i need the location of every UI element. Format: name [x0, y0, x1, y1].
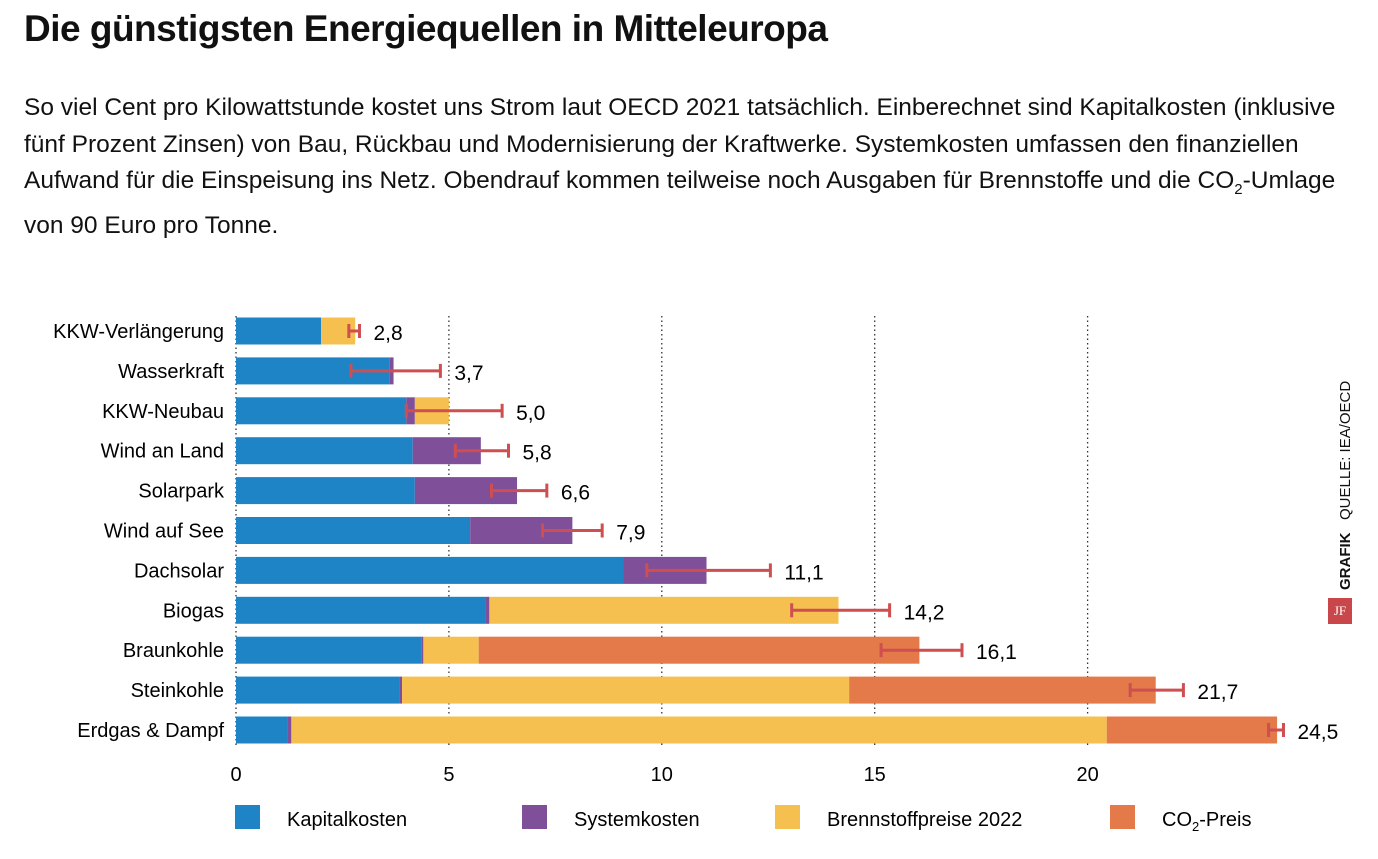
category-label: Solarpark	[138, 481, 225, 503]
x-tick-label: 5	[443, 764, 454, 786]
bar-segment-kapitalkosten	[236, 636, 422, 664]
credit-label: GRAFIK	[1337, 532, 1354, 591]
x-tick-label: 0	[230, 764, 241, 786]
bar-segment-brennstoffpreise-2022	[423, 636, 479, 664]
category-label: Wasserkraft	[118, 361, 224, 383]
legend-label: CO2-Preis	[1162, 809, 1251, 834]
data-label: 2,8	[373, 322, 402, 345]
bar-segment-brennstoffpreise-2022	[291, 716, 1107, 744]
category-label: Wind auf See	[104, 521, 224, 543]
bar-segment-kapitalkosten	[236, 397, 407, 425]
category-label: Erdgas & Dampf	[77, 720, 224, 742]
category-label: Dachsolar	[134, 560, 224, 582]
subtitle-subscript: 2	[1234, 180, 1243, 198]
jf-logo: JF	[1328, 598, 1352, 624]
data-label: 14,2	[904, 601, 945, 624]
bar-segment-systemkosten	[399, 676, 403, 704]
data-label: 24,5	[1297, 721, 1338, 744]
bar-segment-brennstoffpreise-2022	[489, 596, 839, 624]
bar-segment-kapitalkosten	[236, 676, 400, 704]
legend-label: Brennstoffpreise 2022	[827, 809, 1022, 831]
bar-segment-kapitalkosten	[236, 437, 413, 465]
category-label: Biogas	[163, 600, 224, 622]
legend-swatch	[235, 805, 260, 829]
subtitle-text: So viel Cent pro Kilowattstunde kostet u…	[24, 94, 1336, 194]
credits: QUELLE: IEA/OECD GRAFIK	[1333, 310, 1363, 640]
chart-title: Die günstigsten Energiequellen in Mittel…	[24, 8, 828, 49]
category-label: Wind an Land	[101, 441, 224, 463]
data-label: 5,8	[523, 442, 552, 465]
x-tick-label: 20	[1076, 764, 1098, 786]
bar-segment-co2-preis	[849, 676, 1156, 704]
bar-segment-co2-preis	[478, 636, 920, 664]
legend-label: Systemkosten	[574, 809, 700, 831]
data-label: 6,6	[561, 482, 590, 505]
data-label: 16,1	[976, 641, 1017, 664]
data-label: 21,7	[1197, 681, 1238, 704]
bar-segment-systemkosten	[485, 596, 490, 624]
legend-label: Kapitalkosten	[287, 809, 407, 831]
bar-segment-brennstoffpreise-2022	[402, 676, 850, 704]
data-label: 5,0	[516, 402, 545, 425]
bar-segment-systemkosten	[421, 636, 424, 664]
category-label: Steinkohle	[131, 680, 224, 702]
category-label: KKW-Neubau	[102, 401, 224, 423]
bar-segment-kapitalkosten	[236, 596, 486, 624]
bar-segment-kapitalkosten	[236, 517, 471, 544]
category-label: Braunkohle	[123, 640, 224, 662]
legend-swatch	[522, 805, 547, 829]
source-note: QUELLE: IEA/OECD	[1337, 380, 1354, 520]
bar-segment-systemkosten	[287, 716, 292, 744]
category-label: KKW-Verlängerung	[53, 321, 224, 343]
legend-swatch	[1110, 805, 1135, 829]
bar-segment-co2-preis	[1106, 716, 1278, 744]
legend-swatch	[775, 805, 800, 829]
subtitle-text-end: -Umlage von 90 Euro pro Tonne.	[24, 167, 1336, 240]
bar-segment-kapitalkosten	[236, 556, 624, 584]
data-label: 3,7	[454, 362, 483, 385]
data-label: 7,9	[616, 522, 645, 545]
x-tick-label: 10	[651, 764, 673, 786]
x-tick-label: 15	[864, 764, 886, 786]
chart-subtitle: So viel Cent pro Kilowattstunde kostet u…	[24, 90, 1364, 245]
bar-segment-kapitalkosten	[236, 716, 288, 744]
bar-segment-kapitalkosten	[236, 477, 415, 505]
data-label: 11,1	[784, 561, 823, 584]
bar-segment-kapitalkosten	[236, 317, 322, 345]
